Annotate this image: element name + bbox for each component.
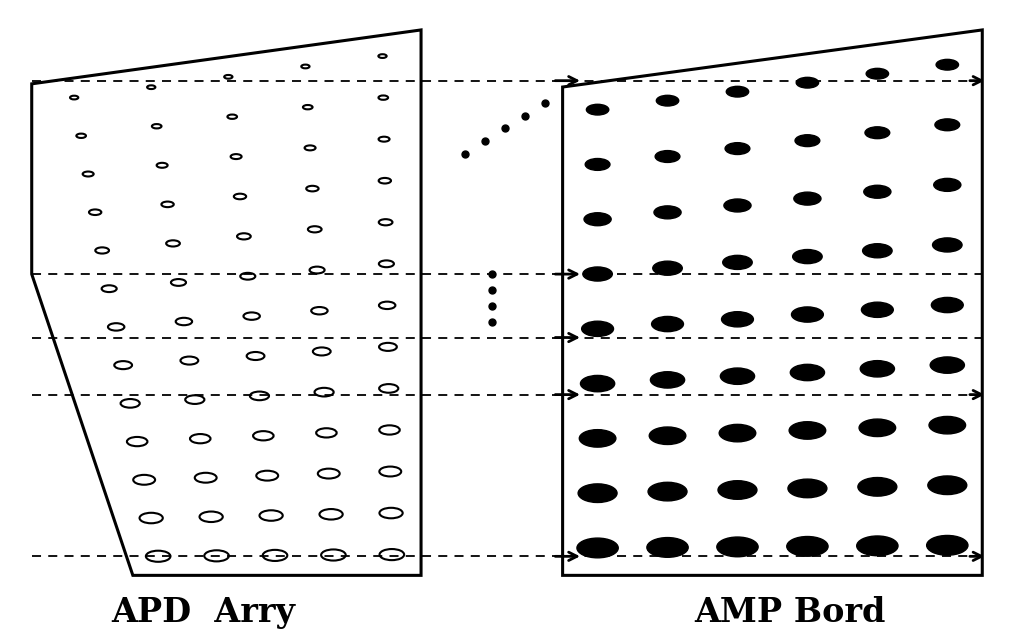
Ellipse shape	[789, 422, 825, 439]
Ellipse shape	[648, 482, 687, 501]
Ellipse shape	[582, 321, 613, 336]
Ellipse shape	[860, 361, 894, 377]
Ellipse shape	[857, 536, 898, 555]
Ellipse shape	[585, 159, 610, 170]
Ellipse shape	[579, 429, 615, 447]
Ellipse shape	[724, 199, 751, 212]
Ellipse shape	[932, 297, 963, 313]
Ellipse shape	[655, 150, 680, 162]
Ellipse shape	[866, 68, 888, 79]
Ellipse shape	[787, 536, 828, 556]
Ellipse shape	[577, 538, 619, 558]
Ellipse shape	[653, 261, 682, 275]
Ellipse shape	[725, 143, 750, 155]
Ellipse shape	[656, 96, 678, 106]
Ellipse shape	[795, 135, 819, 147]
Ellipse shape	[863, 244, 892, 258]
Ellipse shape	[930, 357, 964, 373]
Ellipse shape	[654, 206, 681, 219]
Ellipse shape	[586, 104, 608, 115]
Ellipse shape	[793, 250, 822, 264]
Ellipse shape	[717, 537, 758, 557]
Ellipse shape	[935, 119, 959, 131]
Ellipse shape	[859, 419, 895, 436]
Ellipse shape	[796, 77, 818, 88]
Ellipse shape	[723, 255, 752, 269]
Polygon shape	[31, 30, 421, 575]
Ellipse shape	[794, 192, 821, 205]
Ellipse shape	[649, 427, 685, 445]
Ellipse shape	[865, 127, 889, 139]
Ellipse shape	[929, 417, 965, 434]
Ellipse shape	[718, 481, 756, 499]
Ellipse shape	[928, 476, 966, 494]
Ellipse shape	[790, 364, 824, 381]
Polygon shape	[563, 30, 983, 575]
Ellipse shape	[858, 478, 896, 496]
Ellipse shape	[580, 375, 614, 392]
Ellipse shape	[726, 87, 748, 97]
Ellipse shape	[722, 311, 753, 327]
Ellipse shape	[927, 536, 968, 555]
Ellipse shape	[788, 479, 826, 497]
Ellipse shape	[934, 178, 961, 191]
Ellipse shape	[720, 368, 754, 384]
Text: APD  Arry: APD Arry	[112, 596, 296, 629]
Ellipse shape	[792, 307, 823, 322]
Ellipse shape	[583, 267, 612, 281]
Ellipse shape	[650, 372, 684, 388]
Ellipse shape	[933, 238, 962, 252]
Ellipse shape	[864, 185, 891, 198]
Ellipse shape	[584, 213, 611, 225]
Ellipse shape	[578, 484, 618, 503]
Ellipse shape	[719, 424, 755, 442]
Ellipse shape	[936, 59, 958, 70]
Text: AMP Bord: AMP Bord	[695, 596, 886, 629]
Ellipse shape	[652, 317, 683, 332]
Ellipse shape	[862, 302, 893, 317]
Ellipse shape	[647, 538, 689, 557]
